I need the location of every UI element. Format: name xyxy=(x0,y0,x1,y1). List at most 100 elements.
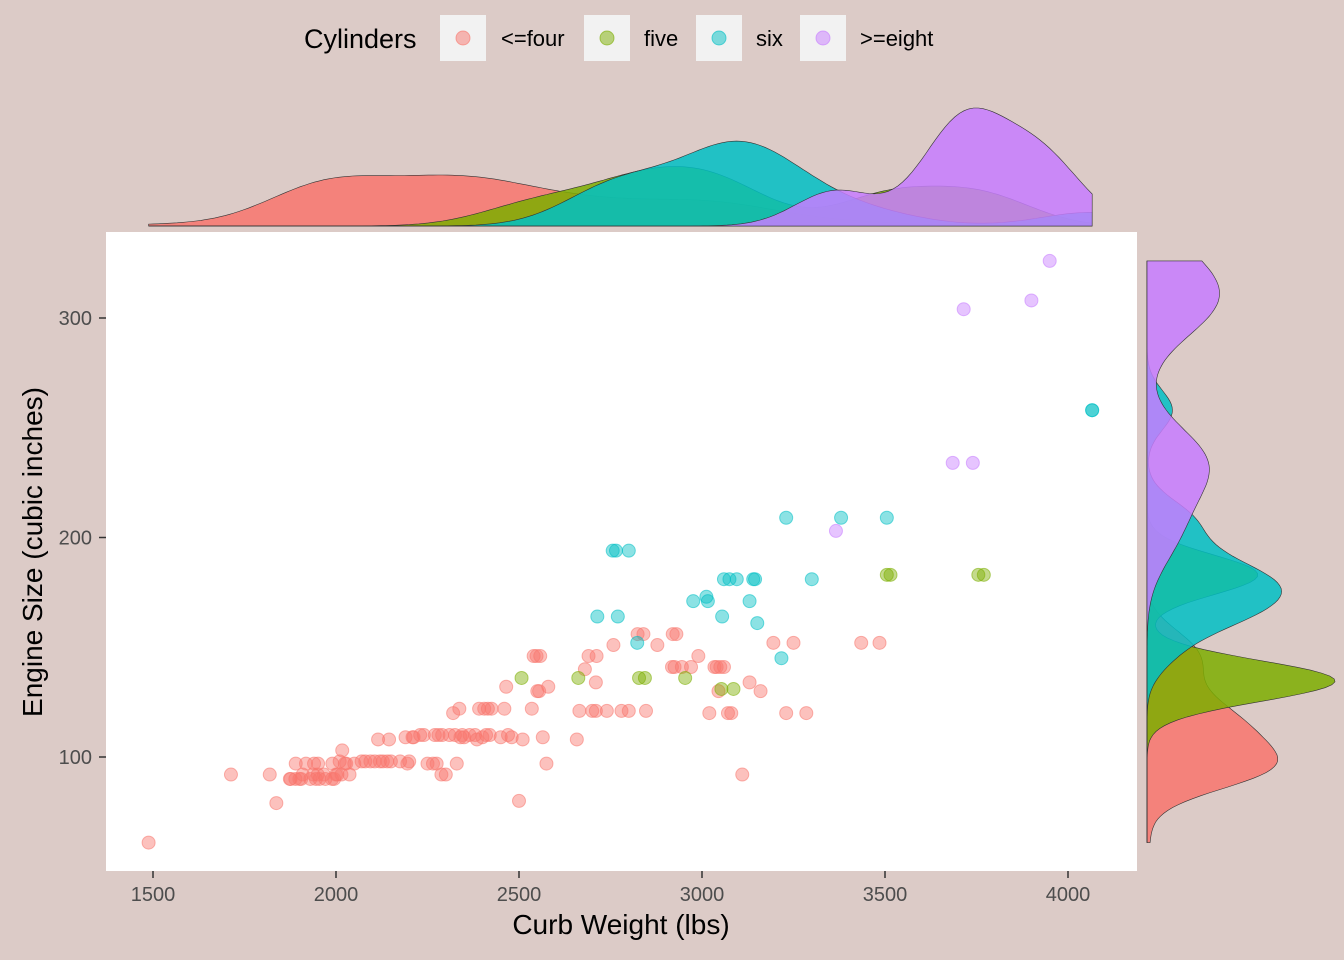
data-point xyxy=(742,675,757,690)
data-point xyxy=(667,660,682,675)
data-point xyxy=(512,793,526,808)
data-point xyxy=(572,703,587,718)
data-point xyxy=(606,638,621,653)
data-point xyxy=(735,767,750,782)
data-point xyxy=(621,543,636,558)
data-point xyxy=(715,609,730,624)
data-point xyxy=(632,670,647,685)
data-point xyxy=(621,703,636,718)
data-point xyxy=(716,660,731,675)
data-point xyxy=(650,638,665,653)
data-point xyxy=(479,728,494,743)
data-point xyxy=(453,730,468,745)
data-point xyxy=(425,756,440,771)
data-point xyxy=(774,651,789,666)
top-density-3 xyxy=(148,107,1093,227)
data-point xyxy=(678,670,693,685)
data-point xyxy=(610,609,625,624)
data-point xyxy=(729,572,744,587)
data-point xyxy=(402,754,417,769)
data-point xyxy=(879,510,894,525)
data-point xyxy=(335,743,350,758)
right-density-3 xyxy=(1146,260,1220,843)
data-point xyxy=(828,523,843,538)
data-point xyxy=(786,635,801,650)
data-point xyxy=(358,754,373,769)
y-tick-label: 200 xyxy=(59,528,92,550)
data-point xyxy=(630,635,645,650)
x-tick-label: 2500 xyxy=(497,884,542,906)
data-point xyxy=(750,616,765,631)
data-point xyxy=(724,706,739,721)
data-point xyxy=(375,754,390,769)
data-point xyxy=(971,567,986,582)
data-point xyxy=(709,660,724,675)
legend-swatch-five xyxy=(599,30,615,46)
legend-swatch-eight xyxy=(815,30,831,46)
data-point xyxy=(367,754,382,769)
data-point xyxy=(427,728,442,743)
data-point xyxy=(452,701,467,716)
data-point xyxy=(669,627,684,642)
data-point xyxy=(499,679,514,694)
data-point xyxy=(382,732,397,747)
data-point xyxy=(590,609,605,624)
x-tick-label: 3500 xyxy=(863,884,908,906)
x-axis: 1500 2000 2500 3000 3500 4000 xyxy=(131,871,1091,906)
data-point xyxy=(945,455,960,470)
legend-label-four: <=four xyxy=(501,26,565,51)
y-axis: 100 200 300 xyxy=(59,308,106,769)
data-point xyxy=(753,684,768,699)
data-point xyxy=(363,754,378,769)
data-point xyxy=(482,728,497,743)
data-point xyxy=(311,756,326,771)
data-point xyxy=(529,649,544,664)
data-point xyxy=(288,771,303,786)
data-point xyxy=(665,627,680,642)
data-point xyxy=(504,730,519,745)
right-marginal-density xyxy=(1146,260,1336,843)
data-point xyxy=(416,728,431,743)
data-point xyxy=(298,756,313,771)
data-point xyxy=(307,756,322,771)
data-point xyxy=(872,635,887,650)
data-point xyxy=(438,767,453,782)
y-axis-title: Engine Size (cubic inches) xyxy=(17,387,48,717)
data-point xyxy=(691,649,706,664)
data-point xyxy=(533,649,548,664)
data-point xyxy=(614,703,629,718)
data-point xyxy=(714,681,729,696)
data-point xyxy=(497,701,512,716)
data-point xyxy=(339,756,354,771)
data-point xyxy=(589,649,604,664)
data-point xyxy=(585,703,600,718)
data-point xyxy=(262,767,277,782)
data-point xyxy=(702,706,717,721)
data-point xyxy=(588,703,603,718)
x-tick-label: 1500 xyxy=(131,884,176,906)
x-tick-label: 3000 xyxy=(680,884,725,906)
y-tick-label: 100 xyxy=(59,747,92,769)
data-point xyxy=(223,767,238,782)
data-point xyxy=(608,543,623,558)
data-point xyxy=(515,732,530,747)
data-point xyxy=(599,703,614,718)
data-point xyxy=(541,679,556,694)
data-point xyxy=(834,510,849,525)
x-axis-title: Curb Weight (lbs) xyxy=(512,909,729,940)
data-point xyxy=(571,670,586,685)
data-point xyxy=(779,706,794,721)
data-point xyxy=(965,455,980,470)
data-point xyxy=(742,594,757,609)
data-point xyxy=(477,701,492,716)
data-point xyxy=(532,684,547,699)
y-tick-label: 300 xyxy=(59,308,92,330)
data-point xyxy=(524,701,539,716)
data-point xyxy=(686,594,701,609)
data-point xyxy=(1085,403,1100,418)
data-point xyxy=(639,703,654,718)
data-point xyxy=(883,567,898,582)
x-tick-label: 4000 xyxy=(1046,884,1091,906)
data-point xyxy=(722,572,737,587)
legend: Cylinders <=four five six >=eight xyxy=(304,15,933,61)
